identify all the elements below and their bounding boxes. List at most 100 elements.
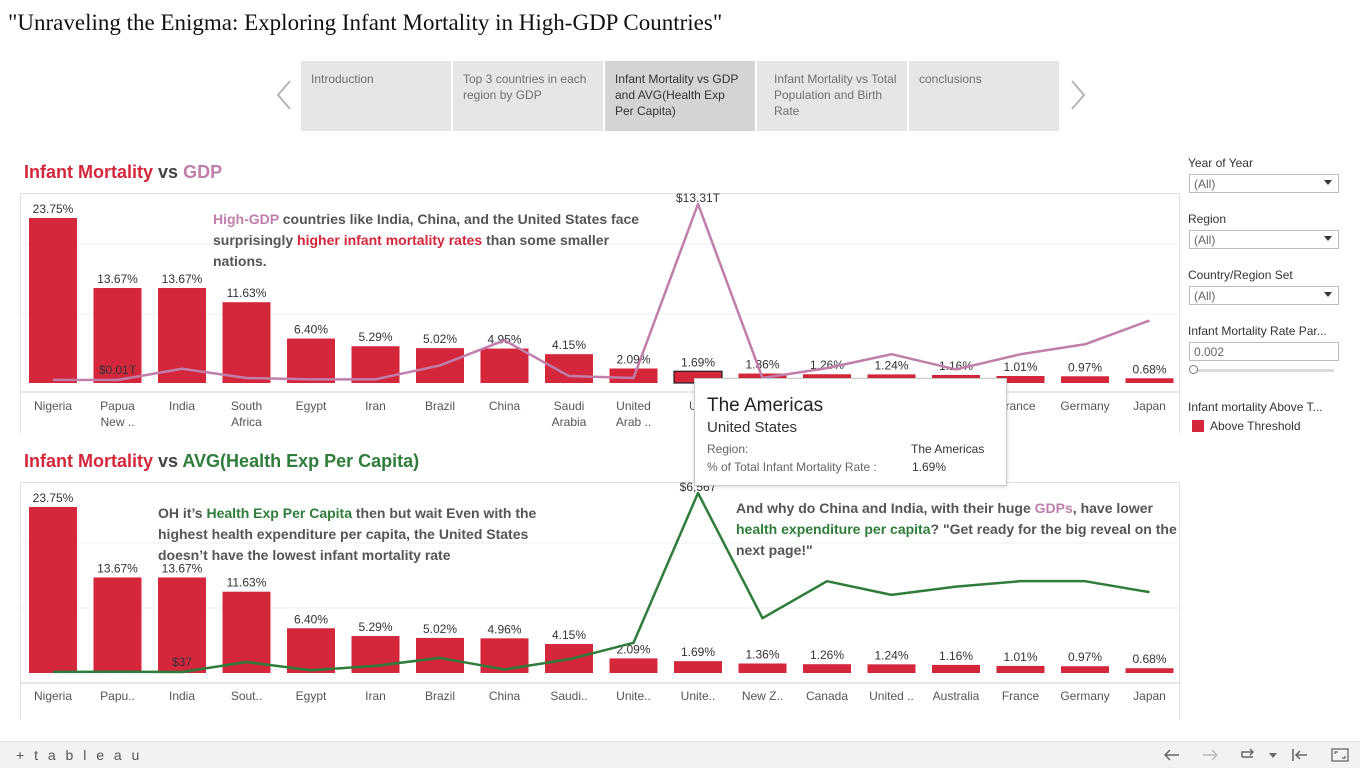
- data-label: 5.29%: [358, 620, 392, 634]
- annot-highlight: higher infant mortality rates: [297, 232, 483, 248]
- x-tick-label: Arab ..: [616, 415, 651, 429]
- chart-infant-mortality-vs-gdp[interactable]: 23.75% Nigeria 13.67% Papua New .. 13.67% Indi…: [20, 191, 1181, 433]
- data-label: 23.75%: [33, 202, 74, 216]
- data-label: 1.01%: [1003, 650, 1037, 664]
- data-label: 11.63%: [227, 286, 267, 300]
- filter-value: (All): [1194, 177, 1216, 191]
- param-value: 0.002: [1194, 345, 1225, 359]
- data-label: 1.24%: [874, 648, 908, 662]
- x-tick-label: Egypt: [296, 399, 327, 413]
- x-tick-label: India: [169, 399, 195, 413]
- data-label: 1.26%: [810, 648, 844, 662]
- tooltip-region-row: Region: The Americas: [707, 442, 997, 456]
- bar-5: [287, 628, 335, 673]
- chart2-annotation-left: OH it’s Health Exp Per Capita then but w…: [158, 503, 578, 566]
- filter-year-label: Year of Year: [1188, 156, 1253, 170]
- data-label: 5.29%: [358, 330, 392, 344]
- filter-year-select[interactable]: (All): [1189, 174, 1339, 193]
- annot-text: countries like India, China, and the Uni…: [213, 211, 640, 248]
- param-input[interactable]: 0.002: [1189, 342, 1339, 361]
- story-point-gdp-health[interactable]: Infant Mortality vs GDP and AVG(Health E…: [605, 61, 755, 131]
- bar-6: [351, 346, 400, 383]
- annot-text-end: ? "Get ready for the big reveal on the n…: [736, 521, 1177, 558]
- x-tick-label: China: [489, 689, 521, 703]
- x-tick-label: France: [1002, 689, 1040, 703]
- data-label: 1.16%: [939, 649, 973, 663]
- bar-4: [222, 591, 271, 673]
- x-tick-label: United ..: [869, 689, 914, 703]
- x-tick-label: Brazil: [425, 399, 455, 413]
- story-point-population[interactable]: Infant Mortality vs Total Population and…: [757, 61, 907, 131]
- tableau-toolbar: + t a b l e a u: [0, 741, 1360, 768]
- chart-infant-mortality-vs-health-exp[interactable]: 23.75% Nigeria 13.67% Papu.. 13.67% India 11.6…: [20, 480, 1181, 720]
- revert-dropdown[interactable]: [1263, 746, 1277, 764]
- x-tick-label: United: [616, 399, 651, 413]
- story-point-top3[interactable]: Top 3 countries in each region by GDP: [453, 61, 603, 131]
- bar-3: [158, 577, 206, 673]
- data-label: 0.68%: [1132, 362, 1166, 376]
- param-slider[interactable]: [1194, 369, 1334, 372]
- x-tick-label: Africa: [231, 415, 262, 429]
- title-health-exp: AVG(Health Exp Per Capita): [182, 451, 420, 471]
- param-label: Infant Mortality Rate Par...: [1188, 324, 1327, 338]
- line-max-label: $13.31T: [676, 191, 721, 205]
- tooltip-key: Region:: [707, 442, 749, 456]
- data-label: 0.97%: [1068, 650, 1102, 664]
- bar-9: [545, 354, 593, 383]
- sheet2-title: Infant Mortality vs AVG(Health Exp Per C…: [24, 451, 419, 472]
- line-min-label: $37: [172, 655, 192, 669]
- story-point-label: Infant Mortality vs GDP and AVG(Health E…: [615, 72, 739, 118]
- bar-12: [738, 663, 787, 673]
- bar-15: [932, 664, 980, 673]
- story-point-conclusions[interactable]: conclusions: [909, 61, 1059, 131]
- data-label: 13.67%: [97, 272, 138, 286]
- x-tick-label: Papu..: [100, 689, 135, 703]
- bar-13: [803, 664, 851, 673]
- x-tick-label: Saudi..: [550, 689, 587, 703]
- legend-swatch[interactable]: [1192, 420, 1204, 432]
- arrow-right-icon: [1203, 749, 1219, 761]
- revert-button[interactable]: [1238, 746, 1258, 764]
- x-tick-label: Japan: [1133, 399, 1166, 413]
- filter-country-set-select[interactable]: (All): [1189, 286, 1339, 305]
- story-next-button[interactable]: [1064, 75, 1092, 115]
- story-point-introduction[interactable]: Introduction: [301, 61, 451, 131]
- data-label: 23.75%: [33, 491, 74, 505]
- tooltip: The Americas United States Region: The A…: [694, 378, 1007, 486]
- chart1-annotation: High-GDP countries like India, China, an…: [213, 209, 643, 272]
- x-tick-label: Unite..: [616, 689, 651, 703]
- story-point-label: conclusions: [919, 72, 982, 86]
- bar-8: [480, 348, 529, 383]
- data-label: 2.09%: [616, 642, 650, 656]
- legend-title: Infant mortality Above T...: [1188, 400, 1323, 414]
- x-tick-label: Arabia: [552, 415, 587, 429]
- tableau-logo[interactable]: + t a b l e a u: [16, 747, 143, 763]
- param-slider-handle[interactable]: [1189, 365, 1198, 374]
- tooltip-value: The Americas: [911, 442, 985, 456]
- fullscreen-button[interactable]: [1330, 746, 1350, 764]
- legend-item-label[interactable]: Above Threshold: [1210, 419, 1301, 433]
- chart1-svg: 23.75% Nigeria 13.67% Papua New .. 13.67% Indi…: [21, 191, 1181, 429]
- x-tick-label: Iran: [365, 399, 386, 413]
- bar-5: [287, 338, 335, 383]
- data-label: 0.97%: [1068, 360, 1102, 374]
- undo-button[interactable]: [1162, 746, 1182, 764]
- story-prev-button[interactable]: [270, 75, 298, 115]
- annot-health: health expenditure per capita: [736, 521, 931, 537]
- bar-10: [609, 658, 658, 673]
- data-label: 6.40%: [294, 323, 328, 337]
- story-point-label: Infant Mortality vs Total Population and…: [774, 72, 897, 118]
- story-navigator: Introduction Top 3 countries in each reg…: [270, 61, 1090, 131]
- data-label: 4.15%: [552, 338, 586, 352]
- title-measure: Infant Mortality: [24, 162, 153, 182]
- reset-button[interactable]: [1290, 746, 1310, 764]
- annot-gdp: GDPs: [1034, 500, 1073, 516]
- filter-region-select[interactable]: (All): [1189, 230, 1339, 249]
- bar-17: [1061, 376, 1109, 383]
- redo-button[interactable]: [1200, 746, 1220, 764]
- chevron-down-icon: [1324, 236, 1332, 241]
- x-tick-label: Nigeria: [34, 399, 72, 413]
- data-label: 5.02%: [423, 622, 457, 636]
- bar-18: [1125, 668, 1174, 673]
- filter-value: (All): [1194, 289, 1216, 303]
